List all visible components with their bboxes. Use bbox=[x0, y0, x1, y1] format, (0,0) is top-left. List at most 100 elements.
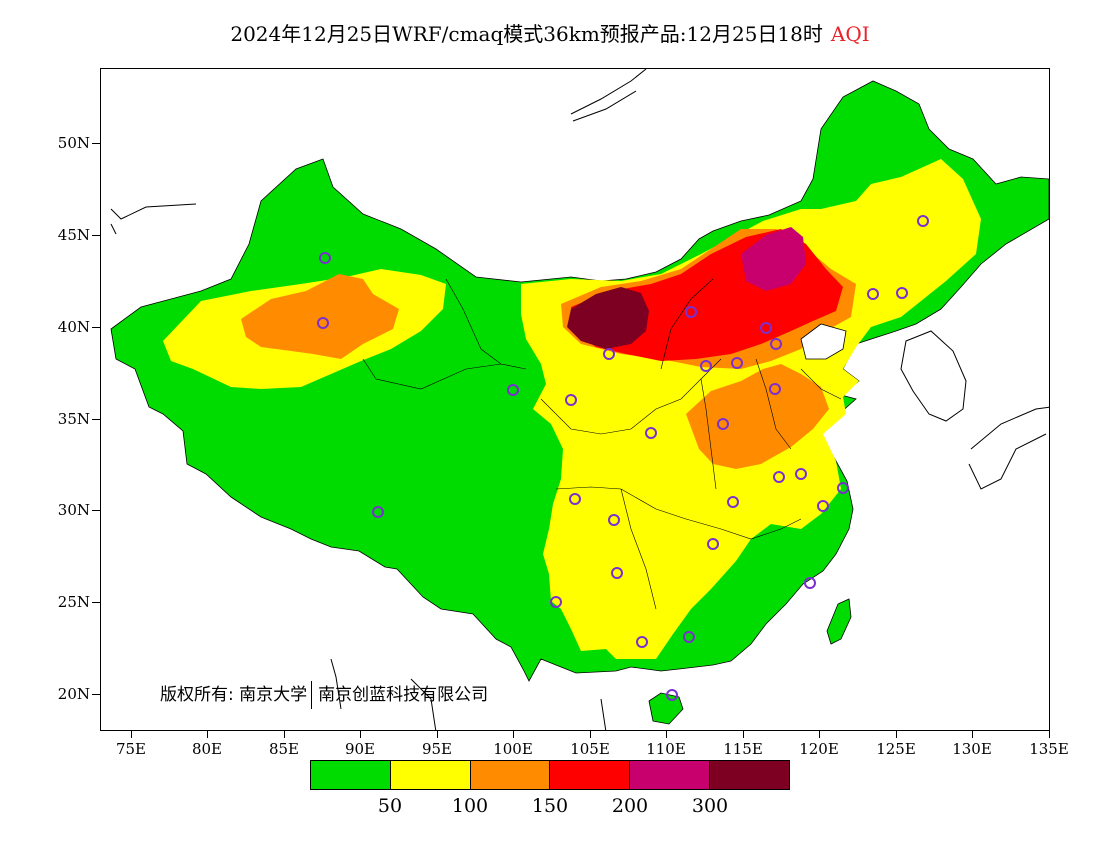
station-marker bbox=[837, 482, 849, 494]
taiwan-island bbox=[826, 598, 852, 645]
aqi-very-unhealthy bbox=[741, 227, 806, 291]
station-marker bbox=[760, 322, 772, 334]
station-marker bbox=[683, 631, 695, 643]
legend-swatch bbox=[550, 761, 631, 789]
legend-label: 300 bbox=[691, 795, 729, 817]
y-label: 50N bbox=[57, 134, 90, 152]
x-tick bbox=[743, 731, 744, 738]
legend-label: 150 bbox=[531, 795, 569, 817]
hainan-island bbox=[648, 692, 684, 725]
x-tick bbox=[284, 731, 285, 738]
station-markers bbox=[317, 215, 929, 701]
station-marker bbox=[731, 357, 743, 369]
copyright-left: 版权所有: 南京大学 bbox=[160, 685, 308, 705]
y-tick bbox=[92, 694, 100, 695]
copyright-right: 南京创蓝科技有限公司 bbox=[318, 685, 489, 705]
station-marker bbox=[769, 383, 781, 395]
legend-swatch bbox=[710, 761, 789, 789]
station-marker bbox=[804, 577, 816, 589]
x-label: 90E bbox=[344, 740, 376, 758]
x-tick bbox=[666, 731, 667, 738]
y-label: 20N bbox=[57, 685, 90, 703]
legend-swatch bbox=[470, 761, 551, 789]
x-label: 95E bbox=[421, 740, 453, 758]
x-tick bbox=[819, 731, 820, 738]
y-tick bbox=[92, 510, 100, 511]
station-marker bbox=[770, 338, 782, 350]
station-marker bbox=[700, 360, 712, 372]
copyright-divider bbox=[311, 681, 313, 709]
coastline-west bbox=[110, 203, 197, 235]
y-label: 30N bbox=[57, 501, 90, 519]
y-label: 35N bbox=[57, 410, 90, 428]
station-marker bbox=[317, 317, 329, 329]
y-tick bbox=[92, 327, 100, 328]
legend-label: 100 bbox=[451, 795, 489, 817]
x-label: 135E bbox=[1029, 740, 1069, 758]
aqi-map bbox=[110, 69, 1049, 730]
aqi-sensitive-central bbox=[686, 364, 829, 469]
title-variable: AQI bbox=[830, 22, 870, 46]
station-marker bbox=[611, 567, 623, 579]
coastline-southeast-asia bbox=[330, 658, 607, 730]
x-tick bbox=[1049, 731, 1050, 738]
y-tick bbox=[92, 602, 100, 603]
station-marker bbox=[917, 215, 929, 227]
legend-swatch bbox=[390, 761, 471, 789]
station-marker bbox=[550, 596, 562, 608]
x-tick bbox=[360, 731, 361, 738]
station-marker bbox=[717, 418, 729, 430]
x-label: 75E bbox=[115, 740, 147, 758]
station-marker bbox=[896, 287, 908, 299]
station-marker bbox=[666, 689, 678, 701]
station-marker bbox=[636, 636, 648, 648]
bohai-sea bbox=[800, 323, 847, 360]
x-label: 100E bbox=[493, 740, 533, 758]
legend-swatch bbox=[630, 761, 711, 789]
x-label: 85E bbox=[268, 740, 300, 758]
map-frame bbox=[100, 68, 1050, 731]
station-marker bbox=[319, 252, 331, 264]
station-marker bbox=[685, 306, 697, 318]
x-label: 130E bbox=[952, 740, 992, 758]
x-label: 115E bbox=[723, 740, 763, 758]
station-marker bbox=[645, 427, 657, 439]
station-marker bbox=[795, 468, 807, 480]
copyright-text: 版权所有: 南京大学 南京创蓝科技有限公司 bbox=[160, 680, 488, 709]
x-tick bbox=[896, 731, 897, 738]
x-label: 125E bbox=[876, 740, 916, 758]
y-tick bbox=[92, 419, 100, 420]
x-label: 110E bbox=[646, 740, 686, 758]
y-label: 45N bbox=[57, 226, 90, 244]
map-title: 2024年12月25日WRF/cmaq模式36km预报产品:12月25日18时 A… bbox=[0, 18, 1100, 47]
station-marker bbox=[565, 394, 577, 406]
x-label: 105E bbox=[570, 740, 610, 758]
station-marker bbox=[603, 348, 615, 360]
station-marker bbox=[608, 514, 620, 526]
station-marker bbox=[372, 506, 384, 518]
x-tick bbox=[207, 731, 208, 738]
legend-label: 200 bbox=[611, 795, 649, 817]
x-tick bbox=[972, 731, 973, 738]
province-borders bbox=[362, 278, 842, 610]
aqi-hazardous bbox=[567, 287, 649, 349]
station-marker bbox=[817, 500, 829, 512]
y-label: 25N bbox=[57, 593, 90, 611]
x-label: 120E bbox=[799, 740, 839, 758]
station-marker bbox=[727, 496, 739, 508]
coastline-lake-baikal bbox=[570, 69, 647, 122]
y-tick bbox=[92, 235, 100, 236]
y-label: 40N bbox=[57, 318, 90, 336]
legend-label: 50 bbox=[377, 795, 403, 817]
station-marker bbox=[867, 288, 879, 300]
x-tick bbox=[590, 731, 591, 738]
y-tick bbox=[92, 143, 100, 144]
x-tick bbox=[437, 731, 438, 738]
station-marker bbox=[707, 538, 719, 550]
legend-swatch bbox=[311, 761, 391, 789]
x-label: 80E bbox=[191, 740, 223, 758]
aqi-sensitive-xinjiang bbox=[241, 274, 399, 359]
x-tick bbox=[513, 731, 514, 738]
color-legend bbox=[310, 760, 790, 790]
station-marker bbox=[569, 493, 581, 505]
